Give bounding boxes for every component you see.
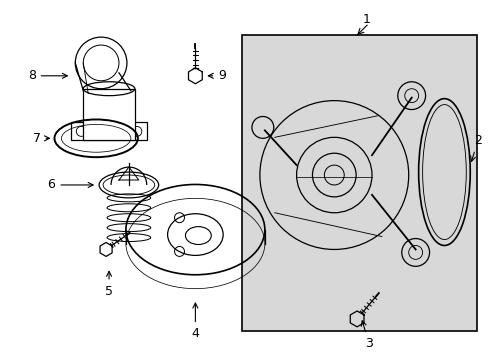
- Text: 5: 5: [105, 271, 113, 298]
- Text: 3: 3: [361, 321, 372, 350]
- Text: 2: 2: [469, 134, 481, 161]
- Bar: [83, 89, 135, 140]
- Text: 8: 8: [28, 69, 67, 82]
- Bar: [242, 35, 476, 331]
- Text: 1: 1: [363, 13, 370, 26]
- Bar: [71, 122, 146, 140]
- Text: 9: 9: [208, 69, 225, 82]
- Text: 4: 4: [191, 303, 199, 340]
- Text: 7: 7: [33, 132, 49, 145]
- Text: 6: 6: [47, 179, 93, 192]
